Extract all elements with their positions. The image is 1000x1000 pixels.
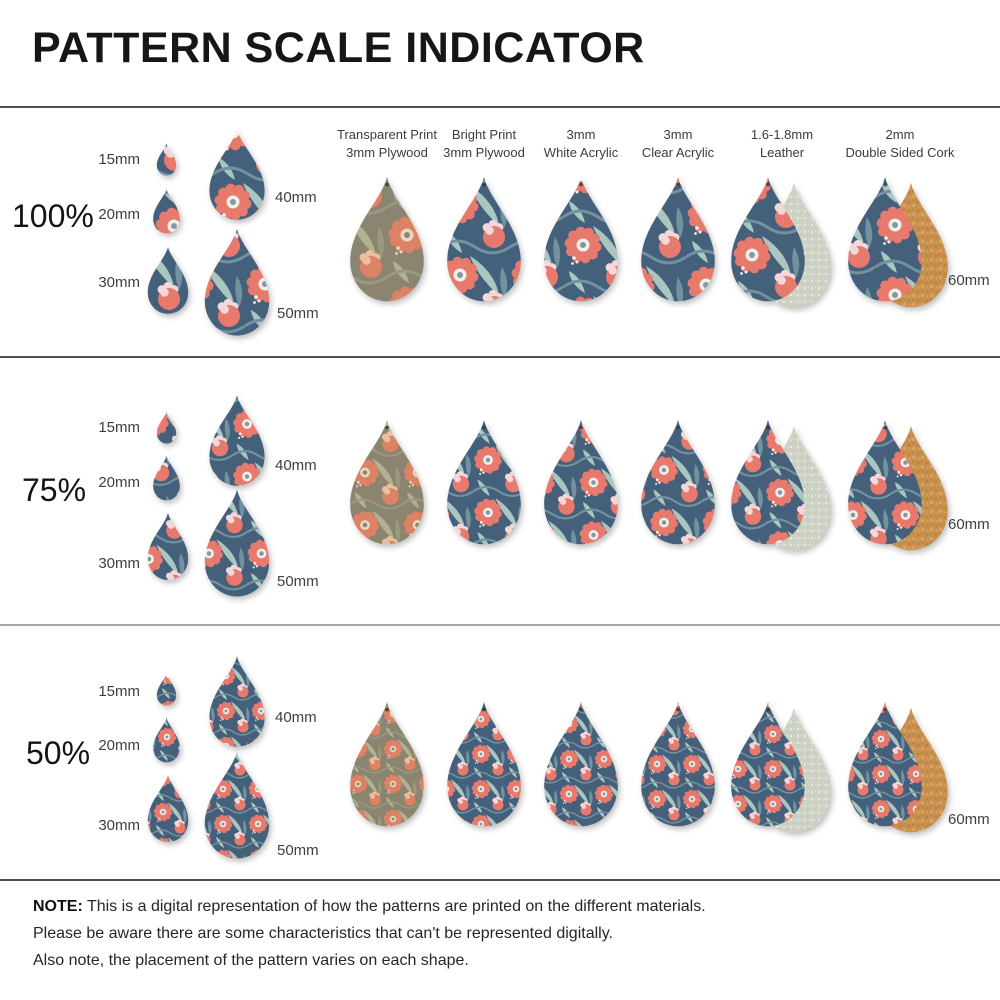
size-label-60mm: 60mm bbox=[948, 516, 990, 533]
teardrop-60mm-plywood-transparent bbox=[347, 175, 431, 313]
column-header-line: 3mm bbox=[663, 127, 693, 142]
column-header-line: 1.6-1.8mm bbox=[750, 127, 814, 142]
size-label-30mm: 30mm bbox=[98, 274, 140, 291]
divider bbox=[0, 356, 1000, 358]
size-label-20mm: 20mm bbox=[98, 737, 140, 754]
teardrop-60mm-plywood-transparent bbox=[347, 700, 431, 838]
column-header-bright-plywood: Bright Print 3mm Plywood bbox=[399, 126, 569, 162]
teardrop-20mm-sample bbox=[152, 455, 185, 511]
teardrop-15mm-sample bbox=[156, 673, 181, 716]
size-label-50mm: 50mm bbox=[277, 573, 319, 590]
size-label-30mm: 30mm bbox=[98, 555, 140, 572]
teardrop-30mm-sample bbox=[146, 246, 194, 325]
teardrop-60mm-clear-acrylic bbox=[638, 700, 722, 838]
size-label-30mm: 30mm bbox=[98, 817, 140, 834]
note-line-2: Please be aware there are some character… bbox=[33, 925, 613, 942]
teardrop-40mm-sample bbox=[207, 655, 271, 758]
size-label-40mm: 40mm bbox=[275, 189, 317, 206]
teardrop-30mm-sample bbox=[146, 512, 194, 591]
teardrop-30mm-sample bbox=[146, 774, 194, 853]
column-header-line: 2mm bbox=[885, 127, 915, 142]
divider bbox=[0, 624, 1000, 626]
teardrop-20mm-sample bbox=[152, 188, 185, 244]
teardrop-60mm-cork bbox=[845, 418, 957, 556]
note-label: NOTE: bbox=[33, 898, 83, 915]
teardrop-60mm-clear-acrylic bbox=[638, 418, 722, 556]
note-line-3: Also note, the placement of the pattern … bbox=[33, 952, 469, 969]
size-label-50mm: 50mm bbox=[277, 842, 319, 859]
teardrop-15mm-sample bbox=[156, 143, 181, 186]
column-header-transparent-plywood: Transparent Print 3mm Plywood bbox=[302, 126, 472, 162]
column-header-line: Double Sided Cork bbox=[845, 145, 955, 161]
column-header-line: White Acrylic bbox=[543, 145, 619, 161]
column-header-cork: 2mm Double Sided Cork bbox=[815, 126, 985, 162]
size-label-15mm: 15mm bbox=[98, 683, 140, 700]
teardrop-60mm-white-acrylic bbox=[541, 175, 625, 313]
page-title: PATTERN SCALE INDICATOR bbox=[32, 24, 645, 72]
teardrop-60mm-plywood-bright bbox=[444, 175, 528, 313]
teardrop-60mm-leather bbox=[728, 700, 840, 838]
size-label-60mm: 60mm bbox=[948, 811, 990, 828]
column-header-line: 3mm bbox=[566, 127, 596, 142]
size-label-20mm: 20mm bbox=[98, 474, 140, 491]
column-header-line: 3mm Plywood bbox=[346, 145, 428, 161]
teardrop-60mm-plywood-bright bbox=[444, 700, 528, 838]
teardrop-60mm-cork bbox=[845, 700, 957, 838]
size-label-40mm: 40mm bbox=[275, 457, 317, 474]
teardrop-50mm-sample bbox=[202, 227, 276, 347]
size-label-60mm: 60mm bbox=[948, 272, 990, 289]
column-header-white-acrylic: 3mm White Acrylic bbox=[496, 126, 666, 162]
divider bbox=[0, 106, 1000, 108]
note-line-1: NOTE: This is a digital representation o… bbox=[33, 896, 793, 917]
teardrop-60mm-white-acrylic bbox=[541, 700, 625, 838]
scale-label-50: 50% bbox=[26, 735, 91, 771]
teardrop-60mm-plywood-transparent bbox=[347, 418, 431, 556]
teardrop-60mm-white-acrylic bbox=[541, 418, 625, 556]
column-header-line: Leather bbox=[759, 145, 805, 161]
scale-label-100: 100% bbox=[12, 198, 94, 234]
teardrop-60mm-cork bbox=[845, 175, 957, 313]
teardrop-60mm-clear-acrylic bbox=[638, 175, 722, 313]
scale-label-75: 75% bbox=[22, 472, 87, 508]
teardrop-20mm-sample bbox=[152, 717, 185, 773]
teardrop-50mm-sample bbox=[202, 488, 276, 608]
teardrop-60mm-leather bbox=[728, 175, 840, 313]
note-text: This is a digital representation of how … bbox=[86, 898, 706, 915]
teardrop-50mm-sample bbox=[202, 750, 276, 870]
size-label-40mm: 40mm bbox=[275, 709, 317, 726]
column-header-line: 3mm Plywood bbox=[443, 145, 525, 161]
column-header-clear-acrylic: 3mm Clear Acrylic bbox=[593, 126, 763, 162]
column-header-line: Bright Print bbox=[451, 127, 517, 142]
column-header-line: Clear Acrylic bbox=[641, 145, 715, 161]
size-label-20mm: 20mm bbox=[98, 206, 140, 223]
teardrop-40mm-sample bbox=[207, 394, 271, 497]
teardrop-60mm-leather bbox=[728, 418, 840, 556]
teardrop-40mm-sample bbox=[207, 128, 271, 231]
column-header-line: Transparent Print bbox=[337, 127, 437, 142]
size-label-50mm: 50mm bbox=[277, 305, 319, 322]
note-block: NOTE: This is a digital representation o… bbox=[33, 896, 793, 977]
size-label-15mm: 15mm bbox=[98, 151, 140, 168]
teardrop-60mm-plywood-bright bbox=[444, 418, 528, 556]
size-label-15mm: 15mm bbox=[98, 419, 140, 436]
column-header-leather: 1.6-1.8mm Leather bbox=[697, 126, 867, 162]
teardrop-15mm-sample bbox=[156, 411, 181, 454]
divider bbox=[0, 879, 1000, 881]
